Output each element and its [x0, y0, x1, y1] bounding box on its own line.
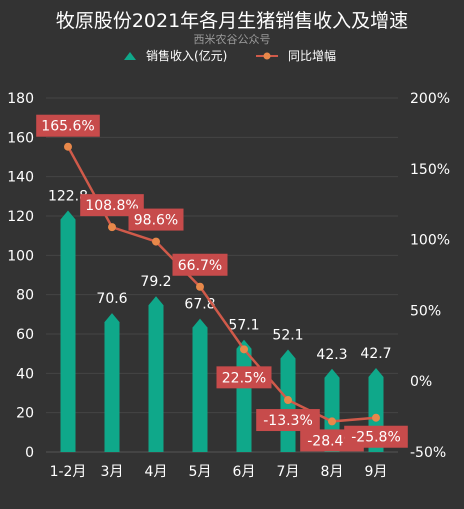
y-left-tick-label: 0 [25, 445, 34, 461]
chart-title: 牧原股份2021年各月生猪销售收入及增速 [56, 10, 408, 32]
growth-label: 98.6% [134, 213, 178, 229]
growth-label-box [344, 425, 408, 448]
bar [192, 318, 208, 452]
growth-label-box [172, 253, 228, 276]
growth-label: 165.6% [41, 119, 94, 135]
legend-bar-marker [124, 52, 136, 60]
bar-value-label: 67.8 [184, 297, 215, 313]
bar-value-label: 122.8 [48, 188, 88, 204]
x-tick-label: 9月 [365, 464, 388, 480]
y-left-tick-label: 80 [16, 288, 34, 304]
y-left-tick-label: 20 [16, 406, 34, 422]
y-left-tick-label: 180 [7, 91, 34, 107]
x-tick-label: 8月 [321, 464, 344, 480]
x-tick-label: 1-2月 [50, 464, 87, 480]
growth-point [152, 237, 160, 246]
y-right-tick-label: -50% [410, 445, 446, 461]
growth-label: 66.7% [178, 258, 222, 274]
growth-label: -25.8% [351, 430, 401, 446]
bar-value-label: 42.3 [316, 347, 347, 363]
growth-point [196, 282, 204, 291]
x-tick-label: 6月 [233, 464, 256, 480]
chart-subtitle: 西米农谷公众号 [194, 32, 271, 46]
growth-label-box [80, 194, 144, 217]
bar-value-label: 70.6 [96, 291, 127, 307]
x-tick-label: 3月 [101, 464, 124, 480]
y-left-tick-label: 140 [7, 170, 34, 186]
growth-label-box [128, 208, 184, 231]
bar-value-label: 57.1 [228, 318, 259, 334]
bar [148, 296, 164, 452]
bar-value-label: 79.2 [140, 274, 171, 290]
y-left-tick-label: 60 [16, 327, 34, 343]
legend-line-label: 同比增幅 [288, 48, 336, 63]
legend-line-dot [263, 52, 271, 60]
growth-label: -13.3% [263, 413, 313, 429]
growth-point [240, 345, 248, 354]
growth-label-box [216, 366, 272, 389]
growth-line [66, 146, 377, 423]
bar [60, 210, 76, 452]
growth-point [328, 417, 336, 426]
x-tick-label: 5月 [189, 464, 212, 480]
growth-point [64, 142, 72, 151]
y-right-tick-label: 50% [410, 303, 441, 319]
y-right-tick-label: 150% [410, 162, 450, 178]
growth-point [284, 396, 292, 405]
growth-point [372, 413, 380, 422]
y-right-tick-label: 200% [410, 91, 450, 107]
growth-label-box [36, 114, 100, 137]
x-tick-label: 7月 [277, 464, 300, 480]
x-tick-label: 4月 [145, 464, 168, 480]
legend: 销售收入(亿元) 同比增幅 [124, 48, 336, 63]
bar-value-label: 52.1 [272, 328, 303, 344]
y-left-tick-label: 160 [7, 130, 34, 146]
growth-label: 22.5% [222, 370, 266, 386]
y-right-tick-label: 100% [410, 233, 450, 249]
growth-label: 108.8% [85, 198, 138, 214]
bar [104, 313, 120, 452]
growth-label-box [256, 409, 320, 432]
y-right-tick-label: 0% [410, 374, 432, 390]
y-left-tick-label: 40 [16, 366, 34, 382]
y-left-tick-label: 120 [7, 209, 34, 225]
y-left-tick-label: 100 [7, 248, 34, 264]
bar-value-label: 42.7 [360, 346, 391, 362]
legend-bar-label: 销售收入(亿元) [146, 48, 227, 63]
growth-point [108, 223, 116, 232]
